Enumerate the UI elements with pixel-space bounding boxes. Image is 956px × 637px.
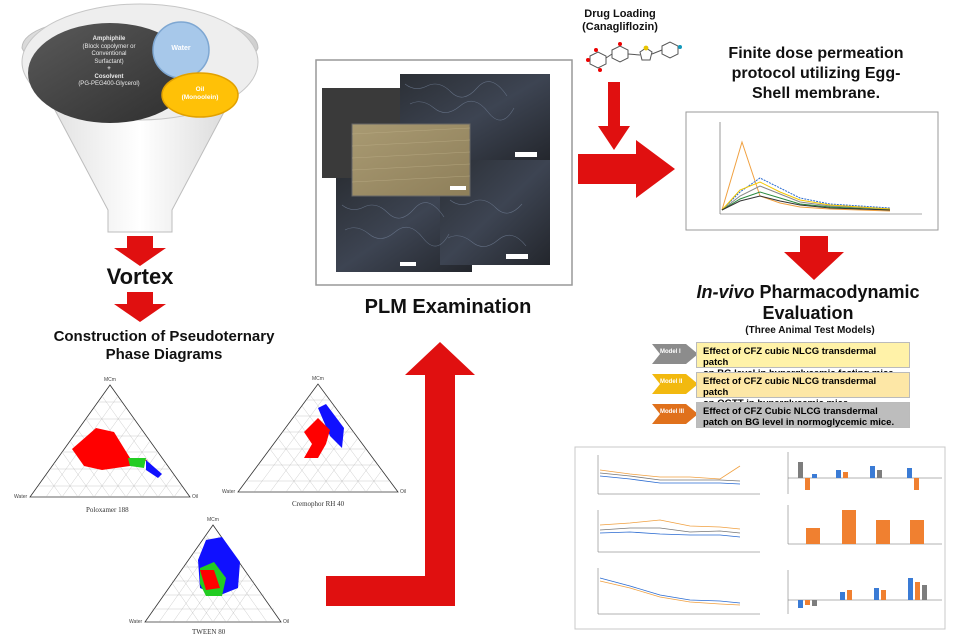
invivo-title: In-vivo Pharmacodynamic Evaluation	[660, 282, 956, 324]
invivo-line: In-vivo Pharmacodynamic	[660, 282, 956, 303]
model-tag: Model II	[660, 379, 683, 385]
ternary-right-label: Oil	[283, 619, 290, 625]
amphiphile-line: Amphiphile	[92, 36, 126, 42]
ternary-right-label: Oil	[192, 494, 199, 500]
ternary-left-label: Water	[14, 494, 28, 500]
model-text: Effect of CFZ cubic NLCG transdermal pat…	[703, 346, 877, 368]
finite-dose-title: Finite dose permeation protocol utilizin…	[680, 44, 952, 104]
amphiphile-line: Surfactant)	[94, 58, 124, 65]
ternary-apex-label: MCm	[207, 517, 219, 523]
amphiphile-line: (PG-PEG400-Glycerol)	[78, 81, 140, 87]
finite-line: Finite dose permeation	[728, 45, 904, 62]
model-text: patch on BG level in normoglycemic mice.	[703, 417, 895, 428]
plm-label: PLM Examination	[364, 296, 532, 318]
water-label: Water	[171, 45, 191, 52]
oil-line: (Monoolein)	[181, 94, 219, 101]
finite-line: protocol utilizing Egg-	[731, 65, 901, 82]
amphiphile-label: Amphiphile (Block copolymer or Conventio…	[44, 36, 174, 89]
model-description: Effect of CFZ Cubic NLCG transdermal pat…	[696, 402, 910, 428]
ternary-apex-label: MCm	[104, 377, 116, 383]
invivo-italic: In-vivo	[696, 282, 755, 302]
drug-loading-label: Drug Loading (Canagliflozin)	[550, 8, 690, 34]
ternary-caption: TWEEN 80	[192, 628, 226, 636]
ternary-caption: Cremophor RH 40	[292, 500, 345, 508]
model-text: Effect of CFZ Cubic NLCG transdermal	[703, 406, 878, 417]
ternary-right-label: Oil	[400, 489, 407, 495]
model-description: Effect of CFZ cubic NLCG transdermal pat…	[696, 372, 910, 409]
model-tag: Model I	[660, 349, 681, 355]
ternary-left-label: Water	[129, 619, 143, 625]
model-description: Effect of CFZ cubic NLCG transdermal pat…	[696, 342, 910, 379]
vortex-label: Vortex	[106, 264, 174, 289]
finite-line: Shell membrane.	[751, 85, 881, 102]
construction-line: Construction of Pseudoternary	[53, 328, 275, 345]
construction-line: Phase Diagrams	[105, 346, 223, 363]
model-text: Effect of CFZ cubic NLCG transdermal pat…	[703, 376, 877, 398]
oil-line: Oil	[195, 86, 205, 93]
ternary-left-label: Water	[222, 489, 236, 495]
amphiphile-line: +	[107, 66, 111, 72]
oil-label: Oil (Monoolein)	[166, 86, 234, 102]
construction-title: Construction of Pseudoternary Phase Diag…	[0, 328, 328, 364]
amphiphile-line: Cosolvent	[94, 73, 124, 80]
model-tag: Model III	[660, 409, 684, 415]
drug-line: (Canagliflozin)	[582, 21, 658, 33]
evaluation-line: Evaluation	[762, 303, 854, 323]
drug-line: Drug Loading	[584, 8, 656, 20]
ternary-apex-label: MCm	[312, 376, 324, 382]
amphiphile-line: (Block copolymer or	[82, 43, 136, 50]
amphiphile-line: Conventional	[91, 51, 127, 57]
three-models-label: (Three Animal Test Models)	[745, 325, 875, 336]
ternary-caption: Poloxamer 188	[86, 506, 129, 514]
invivo-rest: Pharmacodynamic	[754, 282, 920, 302]
